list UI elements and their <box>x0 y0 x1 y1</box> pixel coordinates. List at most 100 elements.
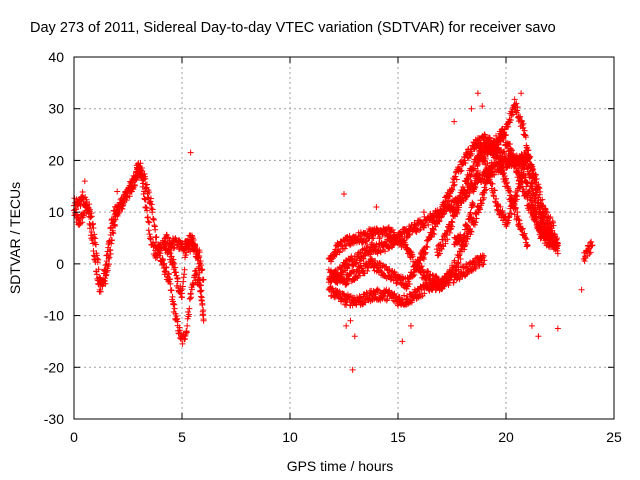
data-point <box>436 250 443 257</box>
axis-ticks <box>73 56 615 420</box>
data-point <box>489 180 496 187</box>
data-point <box>100 277 107 284</box>
data-point <box>373 203 380 210</box>
data-point <box>199 266 206 273</box>
data-point <box>431 275 438 282</box>
data-point <box>88 229 95 236</box>
data-point <box>341 191 347 198</box>
data-point <box>349 366 356 373</box>
data-point <box>468 267 475 274</box>
data-point <box>188 294 195 301</box>
data-point <box>451 257 458 264</box>
data-point <box>347 317 354 324</box>
data-point <box>479 103 486 110</box>
data-point <box>443 227 450 234</box>
data-point <box>578 286 585 293</box>
data-point <box>522 134 529 141</box>
data-point <box>144 181 151 188</box>
data-point <box>481 187 488 194</box>
data-point <box>417 226 424 233</box>
data-point <box>347 242 354 249</box>
data-point <box>510 204 517 211</box>
data-point <box>479 148 486 155</box>
data-point <box>586 250 593 257</box>
data-point <box>501 172 508 179</box>
data-point <box>483 138 490 145</box>
data-point <box>419 255 426 262</box>
data-point <box>471 165 478 172</box>
data-point <box>589 242 596 249</box>
data-point <box>517 113 524 120</box>
data-point <box>483 186 490 193</box>
data-point <box>116 209 123 216</box>
data-point <box>543 208 550 215</box>
data-point <box>455 204 462 211</box>
data-point <box>470 266 477 273</box>
data-point <box>524 158 531 165</box>
data-point <box>167 250 174 257</box>
data-point <box>102 268 109 275</box>
data-point <box>472 184 479 191</box>
data-point <box>519 225 526 232</box>
data-point <box>488 144 495 151</box>
data-point <box>401 292 408 299</box>
data-point <box>139 177 146 184</box>
data-point <box>142 175 149 182</box>
data-point <box>520 120 527 127</box>
data-point <box>152 226 159 233</box>
data-point <box>146 219 153 226</box>
data-point <box>429 272 436 279</box>
data-point <box>528 322 535 329</box>
data-point <box>506 161 513 168</box>
y-tick-label: 40 <box>48 49 64 65</box>
data-point <box>487 168 494 175</box>
data-point <box>461 187 468 194</box>
y-axis-label: SDTVAR / TECUs <box>7 182 23 294</box>
data-point <box>524 242 531 249</box>
data-point <box>171 305 178 312</box>
data-point <box>391 290 398 297</box>
data-point <box>449 186 456 193</box>
data-point <box>491 187 498 194</box>
data-point <box>587 249 594 256</box>
plot-frame <box>73 56 615 420</box>
data-point <box>535 333 542 340</box>
data-point <box>461 232 468 239</box>
data-point <box>405 231 412 238</box>
data-point <box>458 167 465 174</box>
data-point <box>507 117 514 124</box>
data-point <box>468 171 475 178</box>
data-point <box>474 171 481 178</box>
data-point <box>476 262 483 269</box>
data-point <box>516 220 523 227</box>
data-point <box>466 190 473 197</box>
data-point <box>391 268 398 275</box>
data-point <box>86 213 93 220</box>
data-point <box>200 307 207 314</box>
y-tick-label: -20 <box>44 359 64 375</box>
data-point <box>482 133 489 140</box>
data-point <box>464 154 471 161</box>
data-point <box>333 251 340 258</box>
data-point <box>472 219 479 226</box>
data-point <box>436 287 443 294</box>
data-point <box>406 298 413 305</box>
data-point <box>527 153 534 160</box>
data-point <box>491 171 498 178</box>
data-point <box>467 209 474 216</box>
data-point <box>374 286 381 293</box>
data-point <box>499 207 506 214</box>
data-point <box>444 236 451 243</box>
data-point <box>126 193 133 200</box>
data-point <box>145 227 152 234</box>
data-point <box>503 150 509 157</box>
data-point <box>536 209 543 216</box>
data-point <box>482 155 489 162</box>
data-point <box>468 105 475 112</box>
data-point <box>142 196 149 203</box>
data-point <box>200 316 207 323</box>
data-point <box>353 259 360 266</box>
data-point <box>365 264 372 271</box>
data-point <box>142 204 149 211</box>
data-point <box>380 262 387 269</box>
